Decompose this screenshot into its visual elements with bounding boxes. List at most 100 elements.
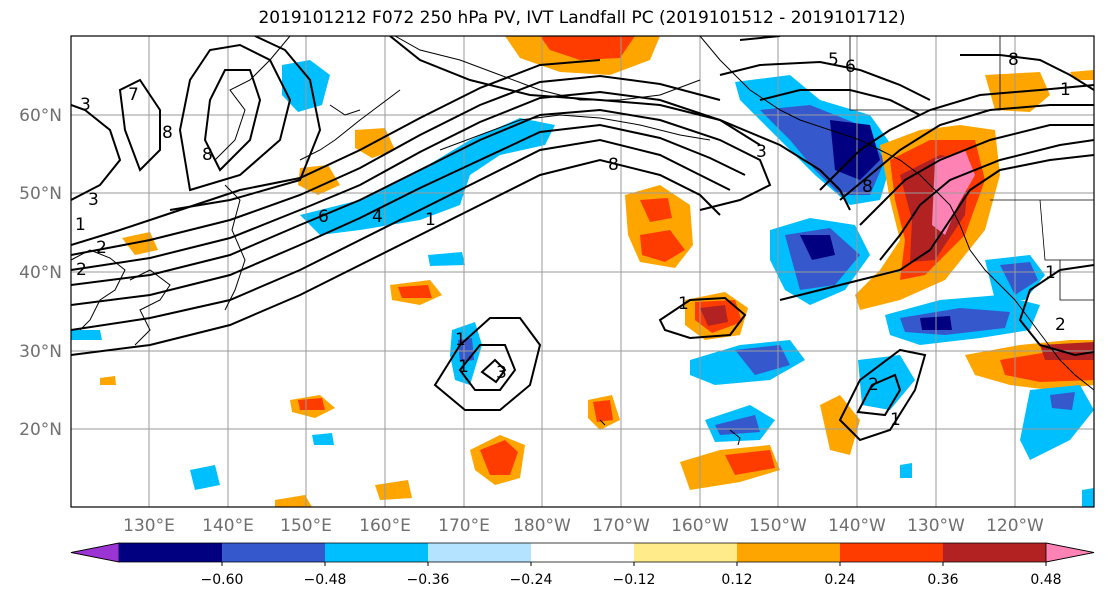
longitude-labels: 130°E 140°E 150°E 160°E 170°E 180°W 170°… (123, 516, 1044, 536)
anomaly-patch (190, 465, 220, 490)
contour-label: 8 (202, 145, 213, 165)
lat-label: 50°N (19, 184, 62, 204)
colorbar-segment (119, 543, 222, 562)
map-frame (70, 35, 1095, 508)
anomaly-patch (312, 433, 334, 445)
map-title: 2019101212 F072 250 hPa PV, IVT Landfall… (258, 8, 906, 28)
anomaly-patch (1070, 70, 1094, 80)
colorbar-label: −0.60 (201, 572, 244, 588)
colorbar-segment (943, 543, 1046, 562)
latitude-labels: 60°N 50°N 40°N 30°N 20°N (19, 106, 62, 440)
colorbar-label: 0.48 (1030, 572, 1061, 588)
contour-label: 3 (80, 95, 91, 115)
contour-label: 2 (1055, 315, 1066, 335)
contour-label: 1 (890, 410, 901, 430)
contour-label: 1 (678, 294, 689, 314)
anomaly-patch (715, 415, 760, 435)
anomaly-patch (375, 480, 412, 500)
colorbar-label: −0.48 (304, 572, 347, 588)
anomaly-patch (428, 252, 465, 266)
contour-label: 1 (458, 357, 469, 377)
contour-label: 6 (318, 207, 329, 227)
lon-label: 180°W (513, 516, 571, 536)
contour-label: 3 (88, 190, 99, 210)
colorbar-outline (70, 542, 1095, 563)
contour-label: 8 (162, 123, 173, 143)
colorbar-segment (222, 543, 325, 562)
anomaly-patch (700, 305, 728, 326)
colorbar-segment (737, 543, 840, 562)
anomaly-patch (735, 345, 790, 375)
colorbar-label: −0.12 (613, 572, 656, 588)
colorbar-label: 0.24 (824, 572, 855, 588)
colorbar-label: 0.12 (721, 572, 752, 588)
anomaly-patch (830, 120, 880, 180)
anomaly-patch (820, 395, 860, 455)
contour-label: 3 (756, 142, 767, 162)
anomaly-patch (640, 230, 685, 262)
anomaly-patch (298, 165, 340, 195)
colorbar-extend-high (1045, 542, 1095, 563)
lat-label: 40°N (19, 263, 62, 283)
anomaly-patch (800, 235, 835, 260)
anomaly-patch (1082, 488, 1094, 507)
colorbar-segment (531, 543, 634, 562)
lon-label: 150°E (280, 516, 332, 536)
anomaly-patch (540, 36, 635, 60)
contour-label: 8 (862, 177, 873, 197)
lon-label: 160°W (671, 516, 729, 536)
anomaly-patch (480, 440, 518, 475)
anomaly-patch (71, 330, 102, 340)
lon-label: 130°W (907, 516, 965, 536)
anomaly-patch (398, 285, 432, 298)
contour-label: 1 (455, 330, 466, 350)
colorbar-label: −0.36 (407, 572, 450, 588)
anomaly-patch (1020, 385, 1094, 460)
lon-label: 170°W (592, 516, 650, 536)
colorbar-segment (428, 543, 531, 562)
coastlines (71, 36, 1094, 446)
colorbar-segment (840, 543, 943, 562)
contour-label: 7 (128, 85, 139, 105)
anomaly-patch (300, 118, 555, 235)
lat-label: 30°N (19, 342, 62, 362)
contour-label: 5 (828, 50, 839, 70)
colorbar-segment (325, 543, 428, 562)
lon-label: 150°W (749, 516, 807, 536)
anomaly-patch (900, 463, 912, 478)
anomaly-patch (1050, 392, 1075, 410)
lon-label: 160°E (359, 516, 411, 536)
contour-label: 1 (75, 215, 86, 235)
contour-label: 8 (1008, 50, 1019, 70)
contour-label: 2 (868, 375, 879, 395)
lon-label: 140°E (202, 516, 254, 536)
colorbar-extend-low (70, 542, 120, 563)
lon-label: 120°W (986, 516, 1044, 536)
anomaly-patch (593, 400, 613, 422)
anomaly-patch (785, 228, 860, 290)
colorbar: −0.60 −0.48 −0.36 −0.24 −0.12 0.12 0.24 0.36 0.4… (70, 542, 1095, 588)
contour-labels: 3 7 8 3 2 1 6 4 1 8 8 5 6 3 8 1 1 1 3 2 … (75, 50, 1071, 430)
contour-label: 1 (1060, 80, 1071, 100)
lat-label: 60°N (19, 106, 62, 126)
anomaly-patch (1000, 262, 1038, 295)
colorbar-label: 0.36 (927, 572, 958, 588)
lon-label: 130°E (123, 516, 175, 536)
contour-label: 2 (76, 260, 87, 280)
anomaly-patch (640, 198, 672, 222)
lon-label: 170°E (438, 516, 490, 536)
lon-label: 140°W (828, 516, 886, 536)
colorbar-segment (634, 543, 737, 562)
anomaly-patch (100, 376, 116, 385)
pv-contours (71, 36, 1094, 442)
anomaly-patch (725, 450, 775, 475)
contour-label: 2 (96, 238, 107, 258)
contour-label: 6 (845, 57, 856, 77)
contour-label: 1 (1045, 263, 1056, 283)
contour-label: 1 (425, 210, 436, 230)
colorbar-label: −0.24 (510, 572, 553, 588)
lat-label: 20°N (19, 420, 62, 440)
contour-label: 4 (372, 207, 383, 227)
anomaly-patch (275, 495, 312, 507)
